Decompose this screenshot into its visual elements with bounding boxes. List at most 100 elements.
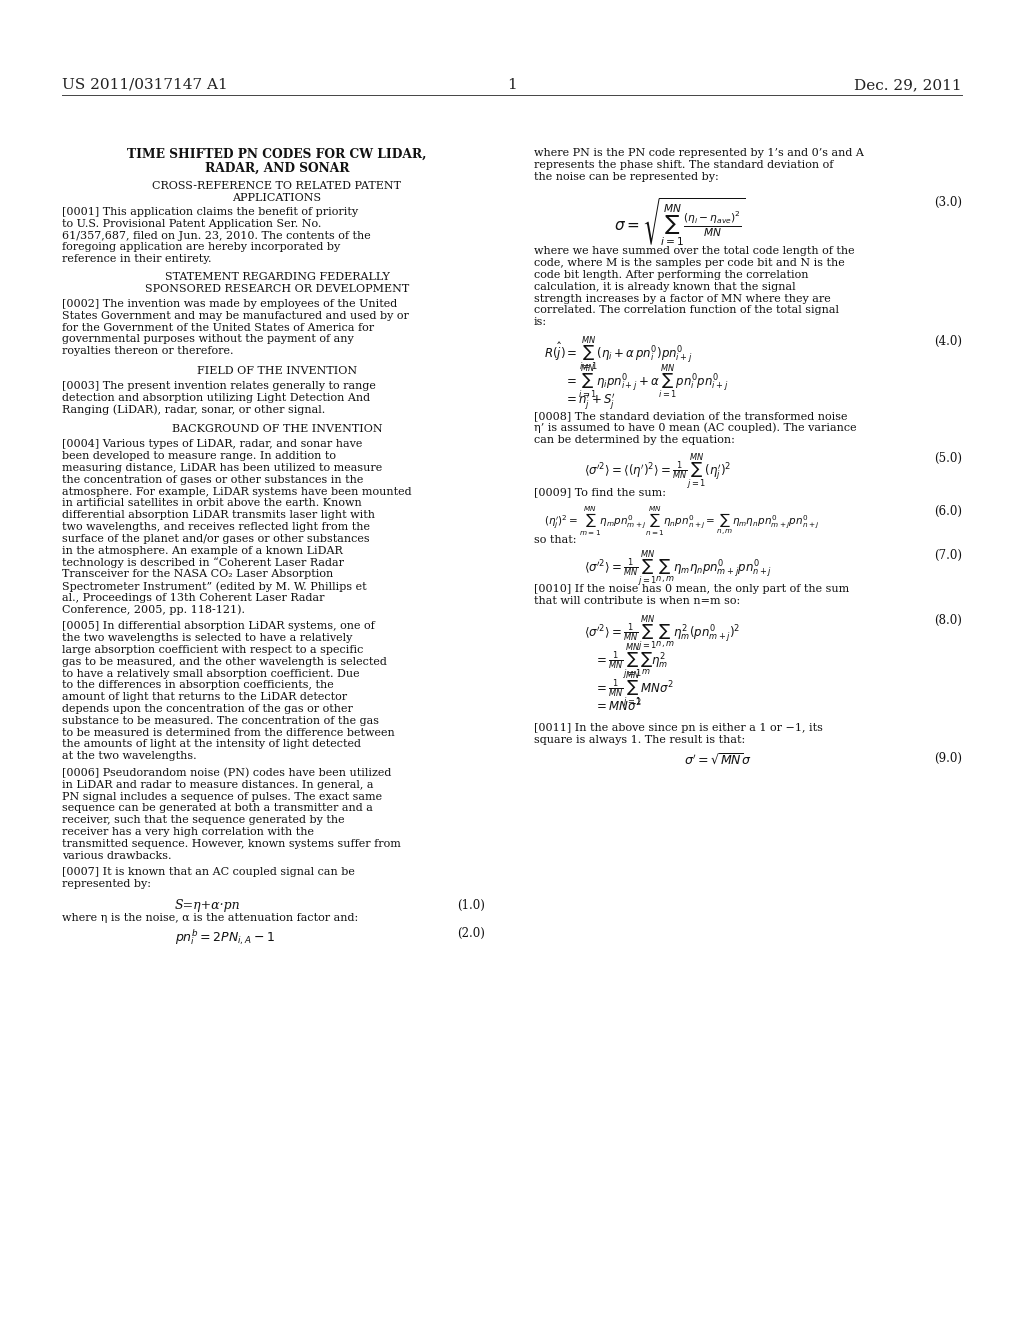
- Text: where PN is the PN code represented by 1’s and 0’s and A: where PN is the PN code represented by 1…: [534, 148, 864, 158]
- Text: correlated. The correlation function of the total signal: correlated. The correlation function of …: [534, 305, 839, 315]
- Text: large absorption coefficient with respect to a specific: large absorption coefficient with respec…: [62, 645, 364, 655]
- Text: $=\frac{1}{MN}\sum_{j=1}^{MN}\sum_{m}\eta_m^2$: $=\frac{1}{MN}\sum_{j=1}^{MN}\sum_{m}\et…: [594, 642, 669, 682]
- Text: $=n_j^{\prime}+S_j^{\prime}$: $=n_j^{\prime}+S_j^{\prime}$: [564, 391, 616, 411]
- Text: Spectrometer Instrument” (edited by M. W. Phillips et: Spectrometer Instrument” (edited by M. W…: [62, 581, 367, 591]
- Text: square is always 1. The result is that:: square is always 1. The result is that:: [534, 735, 745, 744]
- Text: States Government and may be manufactured and used by or: States Government and may be manufacture…: [62, 310, 409, 321]
- Text: where η is the noise, α is the attenuation factor and:: where η is the noise, α is the attenuati…: [62, 913, 358, 923]
- Text: SPONSORED RESEARCH OR DEVELOPMENT: SPONSORED RESEARCH OR DEVELOPMENT: [144, 284, 410, 294]
- Text: $=MN\sigma^2$: $=MN\sigma^2$: [594, 698, 642, 714]
- Text: various drawbacks.: various drawbacks.: [62, 850, 171, 861]
- Text: to be measured is determined from the difference between: to be measured is determined from the di…: [62, 727, 394, 738]
- Text: represents the phase shift. The standard deviation of: represents the phase shift. The standard…: [534, 160, 834, 170]
- Text: the noise can be represented by:: the noise can be represented by:: [534, 172, 719, 182]
- Text: to the differences in absorption coefficients, the: to the differences in absorption coeffic…: [62, 680, 334, 690]
- Text: sequence can be generated at both a transmitter and a: sequence can be generated at both a tran…: [62, 804, 373, 813]
- Text: (8.0): (8.0): [934, 614, 962, 627]
- Text: to U.S. Provisional Patent Application Ser. No.: to U.S. Provisional Patent Application S…: [62, 219, 322, 228]
- Text: [0002] The invention was made by employees of the United: [0002] The invention was made by employe…: [62, 300, 397, 309]
- Text: STATEMENT REGARDING FEDERALLY: STATEMENT REGARDING FEDERALLY: [165, 272, 389, 282]
- Text: [0004] Various types of LiDAR, radar, and sonar have: [0004] Various types of LiDAR, radar, an…: [62, 440, 362, 449]
- Text: code bit length. After performing the correlation: code bit length. After performing the co…: [534, 271, 809, 280]
- Text: to have a relatively small absorption coefficient. Due: to have a relatively small absorption co…: [62, 669, 359, 678]
- Text: where we have summed over the total code length of the: where we have summed over the total code…: [534, 247, 855, 256]
- Text: Ranging (LiDAR), radar, sonar, or other signal.: Ranging (LiDAR), radar, sonar, or other …: [62, 405, 326, 416]
- Text: US 2011/0317147 A1: US 2011/0317147 A1: [62, 78, 227, 92]
- Text: can be determined by the equation:: can be determined by the equation:: [534, 434, 735, 445]
- Text: [0003] The present invention relates generally to range: [0003] The present invention relates gen…: [62, 381, 376, 391]
- Text: η’ is assumed to have 0 mean (AC coupled). The variance: η’ is assumed to have 0 mean (AC coupled…: [534, 422, 857, 433]
- Text: (3.0): (3.0): [934, 197, 962, 210]
- Text: [0006] Pseudorandom noise (PN) codes have been utilized: [0006] Pseudorandom noise (PN) codes hav…: [62, 768, 391, 779]
- Text: receiver has a very high correlation with the: receiver has a very high correlation wit…: [62, 828, 314, 837]
- Text: [0011] In the above since pn is either a 1 or −1, its: [0011] In the above since pn is either a…: [534, 723, 823, 733]
- Text: governmental purposes without the payment of any: governmental purposes without the paymen…: [62, 334, 353, 345]
- Text: [0008] The standard deviation of the transformed noise: [0008] The standard deviation of the tra…: [534, 411, 848, 421]
- Text: (9.0): (9.0): [934, 752, 962, 766]
- Text: 1: 1: [507, 78, 517, 92]
- Text: (4.0): (4.0): [934, 335, 962, 348]
- Text: represented by:: represented by:: [62, 879, 151, 890]
- Text: BACKGROUND OF THE INVENTION: BACKGROUND OF THE INVENTION: [172, 425, 382, 434]
- Text: (7.0): (7.0): [934, 549, 962, 562]
- Text: foregoing application are hereby incorporated by: foregoing application are hereby incorpo…: [62, 243, 340, 252]
- Text: the concentration of gases or other substances in the: the concentration of gases or other subs…: [62, 475, 364, 484]
- Text: [0005] In differential absorption LiDAR systems, one of: [0005] In differential absorption LiDAR …: [62, 622, 375, 631]
- Text: differential absorption LiDAR transmits laser light with: differential absorption LiDAR transmits …: [62, 511, 375, 520]
- Text: $\langle\sigma^{\prime2}\rangle=\langle(\eta^{\prime})^2\rangle=\frac{1}{MN}\sum: $\langle\sigma^{\prime2}\rangle=\langle(…: [584, 453, 731, 492]
- Text: receiver, such that the sequence generated by the: receiver, such that the sequence generat…: [62, 816, 345, 825]
- Text: that will contribute is when n=m so:: that will contribute is when n=m so:: [534, 597, 740, 606]
- Text: so that:: so that:: [534, 535, 577, 545]
- Text: measuring distance, LiDAR has been utilized to measure: measuring distance, LiDAR has been utili…: [62, 463, 382, 473]
- Text: (6.0): (6.0): [934, 506, 962, 519]
- Text: strength increases by a factor of MN where they are: strength increases by a factor of MN whe…: [534, 293, 830, 304]
- Text: (1.0): (1.0): [457, 899, 485, 912]
- Text: royalties thereon or therefore.: royalties thereon or therefore.: [62, 346, 233, 356]
- Text: detection and absorption utilizing Light Detection And: detection and absorption utilizing Light…: [62, 393, 370, 403]
- Text: amount of light that returns to the LiDAR detector: amount of light that returns to the LiDA…: [62, 692, 347, 702]
- Text: $=\sum_{i=1}^{MN}\eta_i pn_{i+j}^0+\alpha\sum_{i=1}^{MN}pn_i^0 pn_{i+j}^0$: $=\sum_{i=1}^{MN}\eta_i pn_{i+j}^0+\alph…: [564, 363, 728, 401]
- Text: (5.0): (5.0): [934, 453, 962, 466]
- Text: in LiDAR and radar to measure distances. In general, a: in LiDAR and radar to measure distances.…: [62, 780, 374, 789]
- Text: $\langle\sigma^{\prime2}\rangle=\frac{1}{MN}\sum_{j=1}^{MN}\sum_{n,m}\eta_m\eta_: $\langle\sigma^{\prime2}\rangle=\frac{1}…: [584, 549, 772, 589]
- Text: FIELD OF THE INVENTION: FIELD OF THE INVENTION: [197, 366, 357, 376]
- Text: [0009] To find the sum:: [0009] To find the sum:: [534, 487, 666, 498]
- Text: code, where M is the samples per code bit and N is the: code, where M is the samples per code bi…: [534, 259, 845, 268]
- Text: [0001] This application claims the benefit of priority: [0001] This application claims the benef…: [62, 207, 358, 216]
- Text: RADAR, AND SONAR: RADAR, AND SONAR: [205, 162, 349, 176]
- Text: TIME SHIFTED PN CODES FOR CW LIDAR,: TIME SHIFTED PN CODES FOR CW LIDAR,: [127, 148, 427, 161]
- Text: calculation, it is already known that the signal: calculation, it is already known that th…: [534, 281, 796, 292]
- Text: S=η+α·pn: S=η+α·pn: [175, 899, 241, 912]
- Text: Dec. 29, 2011: Dec. 29, 2011: [854, 78, 962, 92]
- Text: the amounts of light at the intensity of light detected: the amounts of light at the intensity of…: [62, 739, 361, 750]
- Text: $(\eta_j^{\prime})^2=\sum_{m=1}^{MN}\eta_m pn_{m+j}^0\sum_{n=1}^{MN}\eta_n pn_{n: $(\eta_j^{\prime})^2=\sum_{m=1}^{MN}\eta…: [544, 506, 819, 539]
- Text: $pn_i^b=2PN_{i,A}-1$: $pn_i^b=2PN_{i,A}-1$: [175, 927, 274, 946]
- Text: is:: is:: [534, 317, 547, 327]
- Text: in artificial satellites in orbit above the earth. Known: in artificial satellites in orbit above …: [62, 499, 361, 508]
- Text: [0007] It is known that an AC coupled signal can be: [0007] It is known that an AC coupled si…: [62, 867, 355, 878]
- Text: gas to be measured, and the other wavelength is selected: gas to be measured, and the other wavele…: [62, 657, 387, 667]
- Text: for the Government of the United States of America for: for the Government of the United States …: [62, 322, 374, 333]
- Text: 61/357,687, filed on Jun. 23, 2010. The contents of the: 61/357,687, filed on Jun. 23, 2010. The …: [62, 231, 371, 240]
- Text: two wavelengths, and receives reflected light from the: two wavelengths, and receives reflected …: [62, 521, 370, 532]
- Text: atmosphere. For example, LiDAR systems have been mounted: atmosphere. For example, LiDAR systems h…: [62, 487, 412, 496]
- Text: Conference, 2005, pp. 118-121).: Conference, 2005, pp. 118-121).: [62, 605, 245, 615]
- Text: [0010] If the noise has 0 mean, the only part of the sum: [0010] If the noise has 0 mean, the only…: [534, 585, 849, 594]
- Text: transmitted sequence. However, known systems suffer from: transmitted sequence. However, known sys…: [62, 838, 400, 849]
- Text: been developed to measure range. In addition to: been developed to measure range. In addi…: [62, 451, 336, 461]
- Text: $\sigma^{\prime}=\sqrt{MN}\sigma$: $\sigma^{\prime}=\sqrt{MN}\sigma$: [684, 752, 752, 767]
- Text: reference in their entirety.: reference in their entirety.: [62, 255, 212, 264]
- Text: APPLICATIONS: APPLICATIONS: [232, 193, 322, 203]
- Text: CROSS-REFERENCE TO RELATED PATENT: CROSS-REFERENCE TO RELATED PATENT: [153, 181, 401, 191]
- Text: $R(\hat{j})=\sum_{i=1}^{MN}(\eta_i+\alpha\,pn_i^0)pn_{i+j}^0$: $R(\hat{j})=\sum_{i=1}^{MN}(\eta_i+\alph…: [544, 335, 692, 374]
- Text: $\langle\sigma^{\prime2}\rangle=\frac{1}{MN}\sum_{j=1}^{MN}\sum_{n,m}\eta_m^2(pn: $\langle\sigma^{\prime2}\rangle=\frac{1}…: [584, 614, 740, 653]
- Text: substance to be measured. The concentration of the gas: substance to be measured. The concentrat…: [62, 715, 379, 726]
- Text: the two wavelengths is selected to have a relatively: the two wavelengths is selected to have …: [62, 634, 352, 643]
- Text: $\sigma=\sqrt{\sum_{i=1}^{MN}\frac{(\eta_i-\eta_{ave})^2}{MN}}$: $\sigma=\sqrt{\sum_{i=1}^{MN}\frac{(\eta…: [614, 197, 745, 248]
- Text: $=\frac{1}{MN}\sum_{j=1}^{MN}MN\sigma^2$: $=\frac{1}{MN}\sum_{j=1}^{MN}MN\sigma^2$: [594, 669, 674, 710]
- Text: surface of the planet and/or gases or other substances: surface of the planet and/or gases or ot…: [62, 533, 370, 544]
- Text: technology is described in “Coherent Laser Radar: technology is described in “Coherent Las…: [62, 557, 344, 568]
- Text: at the two wavelengths.: at the two wavelengths.: [62, 751, 197, 762]
- Text: in the atmosphere. An example of a known LiDAR: in the atmosphere. An example of a known…: [62, 545, 343, 556]
- Text: depends upon the concentration of the gas or other: depends upon the concentration of the ga…: [62, 704, 353, 714]
